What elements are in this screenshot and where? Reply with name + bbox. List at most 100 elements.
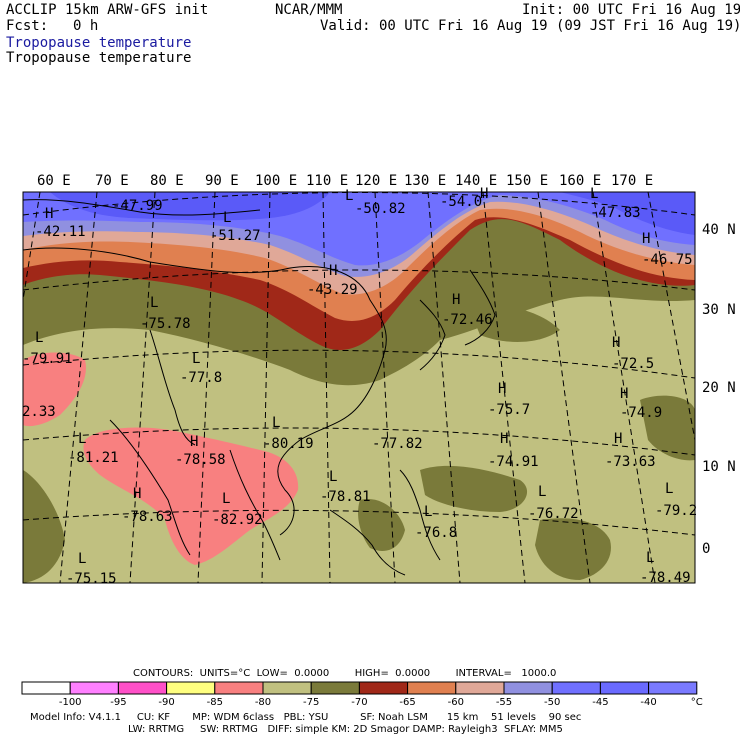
extremum-value: -75.15 <box>66 571 117 587</box>
extremum-value: -79.91 <box>22 351 73 367</box>
lon-label: 140 E <box>455 173 497 189</box>
color-bar-swatch <box>455 681 505 695</box>
color-bar-label: -95 <box>110 697 126 708</box>
lat-label: 40 N <box>702 222 736 238</box>
model-title: ACCLIP 15km ARW-GFS init <box>6 2 209 18</box>
low-marker: L <box>538 484 546 500</box>
model-info-line-2: LW: RRTMG SW: RRTMG DIFF: simple KM: 2D … <box>128 724 563 735</box>
extremum-value: -46.75 <box>642 252 693 268</box>
high-marker: H <box>642 231 650 247</box>
contour-info: CONTOURS: UNITS=°C LOW= 0.0000 HIGH= 0.0… <box>133 668 557 679</box>
color-bar-label: -60 <box>448 697 464 708</box>
low-marker: L <box>223 210 231 226</box>
extremum-value: -81.21 <box>68 450 119 466</box>
extremum-value: -42.11 <box>35 224 86 240</box>
color-bar-swatch <box>551 681 601 695</box>
extremum-value: -77.8 <box>180 370 222 386</box>
lon-label: 130 E <box>404 173 446 189</box>
color-bar: -100 -95 -90 -85 -80 -75 -70 -65 -60 -55 -50 -45 -40… <box>21 681 703 708</box>
color-bar-swatch <box>599 681 650 695</box>
color-bar-swatch <box>69 681 119 695</box>
high-low-markers: H L H L H L L L H L H L L H H L L H H H L L L H L H L <box>35 186 673 567</box>
extremum-value: -50.82 <box>355 201 406 217</box>
field-title-blue: Tropopause temperature <box>6 35 192 51</box>
extremum-value: -74.91 <box>488 454 539 470</box>
color-bar-label: -100 <box>59 697 82 708</box>
lon-label: 90 E <box>205 173 239 189</box>
low-marker: L <box>78 431 86 447</box>
lon-label: 60 E <box>37 173 71 189</box>
high-marker: H <box>500 431 508 447</box>
color-bar-swatch <box>166 681 216 695</box>
extremum-value: -82.92 <box>212 512 263 528</box>
lon-label: 120 E <box>355 173 397 189</box>
high-marker: H <box>498 381 506 397</box>
longitude-labels: 60 E 70 E 80 E 90 E 100 E 110 E 120 E 130 E 140 … <box>37 173 653 189</box>
low-marker: L <box>78 551 86 567</box>
color-bar-label: -85 <box>207 697 223 708</box>
field-title: Tropopause temperature <box>6 50 192 66</box>
color-bar-label: -65 <box>399 697 415 708</box>
low-marker: L <box>35 330 43 346</box>
extremum-value: -47.83 <box>590 205 641 221</box>
low-marker: L <box>646 550 654 566</box>
color-bar-swatch <box>503 681 553 695</box>
color-bar-label: -45 <box>592 697 608 708</box>
latitude-labels: 40 N 30 N 20 N 10 N 0 <box>702 222 736 557</box>
color-bar-swatch <box>648 681 698 695</box>
extremum-value: -78.49 <box>640 570 691 586</box>
color-bar-label: -50 <box>544 697 560 708</box>
color-bar-swatch <box>407 681 457 695</box>
extremum-value: -77.82 <box>372 436 423 452</box>
extremum-value: -72.5 <box>612 356 654 372</box>
fcst-label: Fcst: <box>6 18 49 34</box>
low-marker: L <box>222 491 230 507</box>
map-frame <box>22 191 696 584</box>
color-bar-swatch <box>358 681 409 695</box>
lon-label: 150 E <box>506 173 548 189</box>
high-marker: H <box>612 335 620 351</box>
lat-label: 10 N <box>702 459 736 475</box>
tropopause-field <box>23 192 695 583</box>
extremum-value: -76.72 <box>528 506 579 522</box>
extremum-value: -78.81 <box>320 489 371 505</box>
extremum-value: -80.19 <box>263 436 314 452</box>
org-label: NCAR/MMM <box>275 2 343 18</box>
lon-label: 160 E <box>559 173 601 189</box>
extremum-value: -75.78 <box>140 316 191 332</box>
color-bar-swatch <box>117 681 168 695</box>
model-info-line-1: Model Info: V4.1.1 CU: KF MP: WDM 6class… <box>30 712 582 723</box>
color-bar-label: -70 <box>351 697 367 708</box>
lon-label: 170 E <box>611 173 653 189</box>
color-bar-label: -80 <box>255 697 271 708</box>
extremum-value: 2.33 <box>22 404 56 420</box>
color-bar-swatch <box>21 681 71 695</box>
lon-label: 70 E <box>95 173 129 189</box>
extremum-values: -47.99 -50.82 -54.0 -47.83 -42.11 -51.27 -46.7… <box>22 194 697 587</box>
valid-time: Valid: 00 UTC Fri 16 Aug 19 (09 JST Fri … <box>320 18 740 34</box>
color-bar-label: -75 <box>303 697 319 708</box>
lat-label: 20 N <box>702 380 736 396</box>
extremum-value: -73.63 <box>605 454 656 470</box>
lat-lon-grid <box>23 192 695 583</box>
extremum-value: -43.29 <box>307 282 358 298</box>
high-marker: H <box>45 206 53 222</box>
high-marker: H <box>190 434 198 450</box>
high-marker: H <box>133 486 141 502</box>
extremum-value: -78.63 <box>122 509 173 525</box>
color-bar-label: -55 <box>496 697 512 708</box>
high-marker: H <box>329 263 337 279</box>
high-marker: H <box>620 386 628 402</box>
extremum-value: -79.2 <box>655 503 697 519</box>
low-marker: L <box>272 415 280 431</box>
coastlines <box>23 199 496 576</box>
extremum-value: -74.9 <box>620 405 662 421</box>
high-marker: H <box>614 431 622 447</box>
low-marker: L <box>590 186 598 202</box>
high-marker: H <box>452 292 460 308</box>
extremum-value: -76.8 <box>415 525 457 541</box>
low-marker: L <box>192 351 200 367</box>
low-marker: L <box>150 295 158 311</box>
lon-label: 80 E <box>150 173 184 189</box>
extremum-value: -75.7 <box>488 402 530 418</box>
